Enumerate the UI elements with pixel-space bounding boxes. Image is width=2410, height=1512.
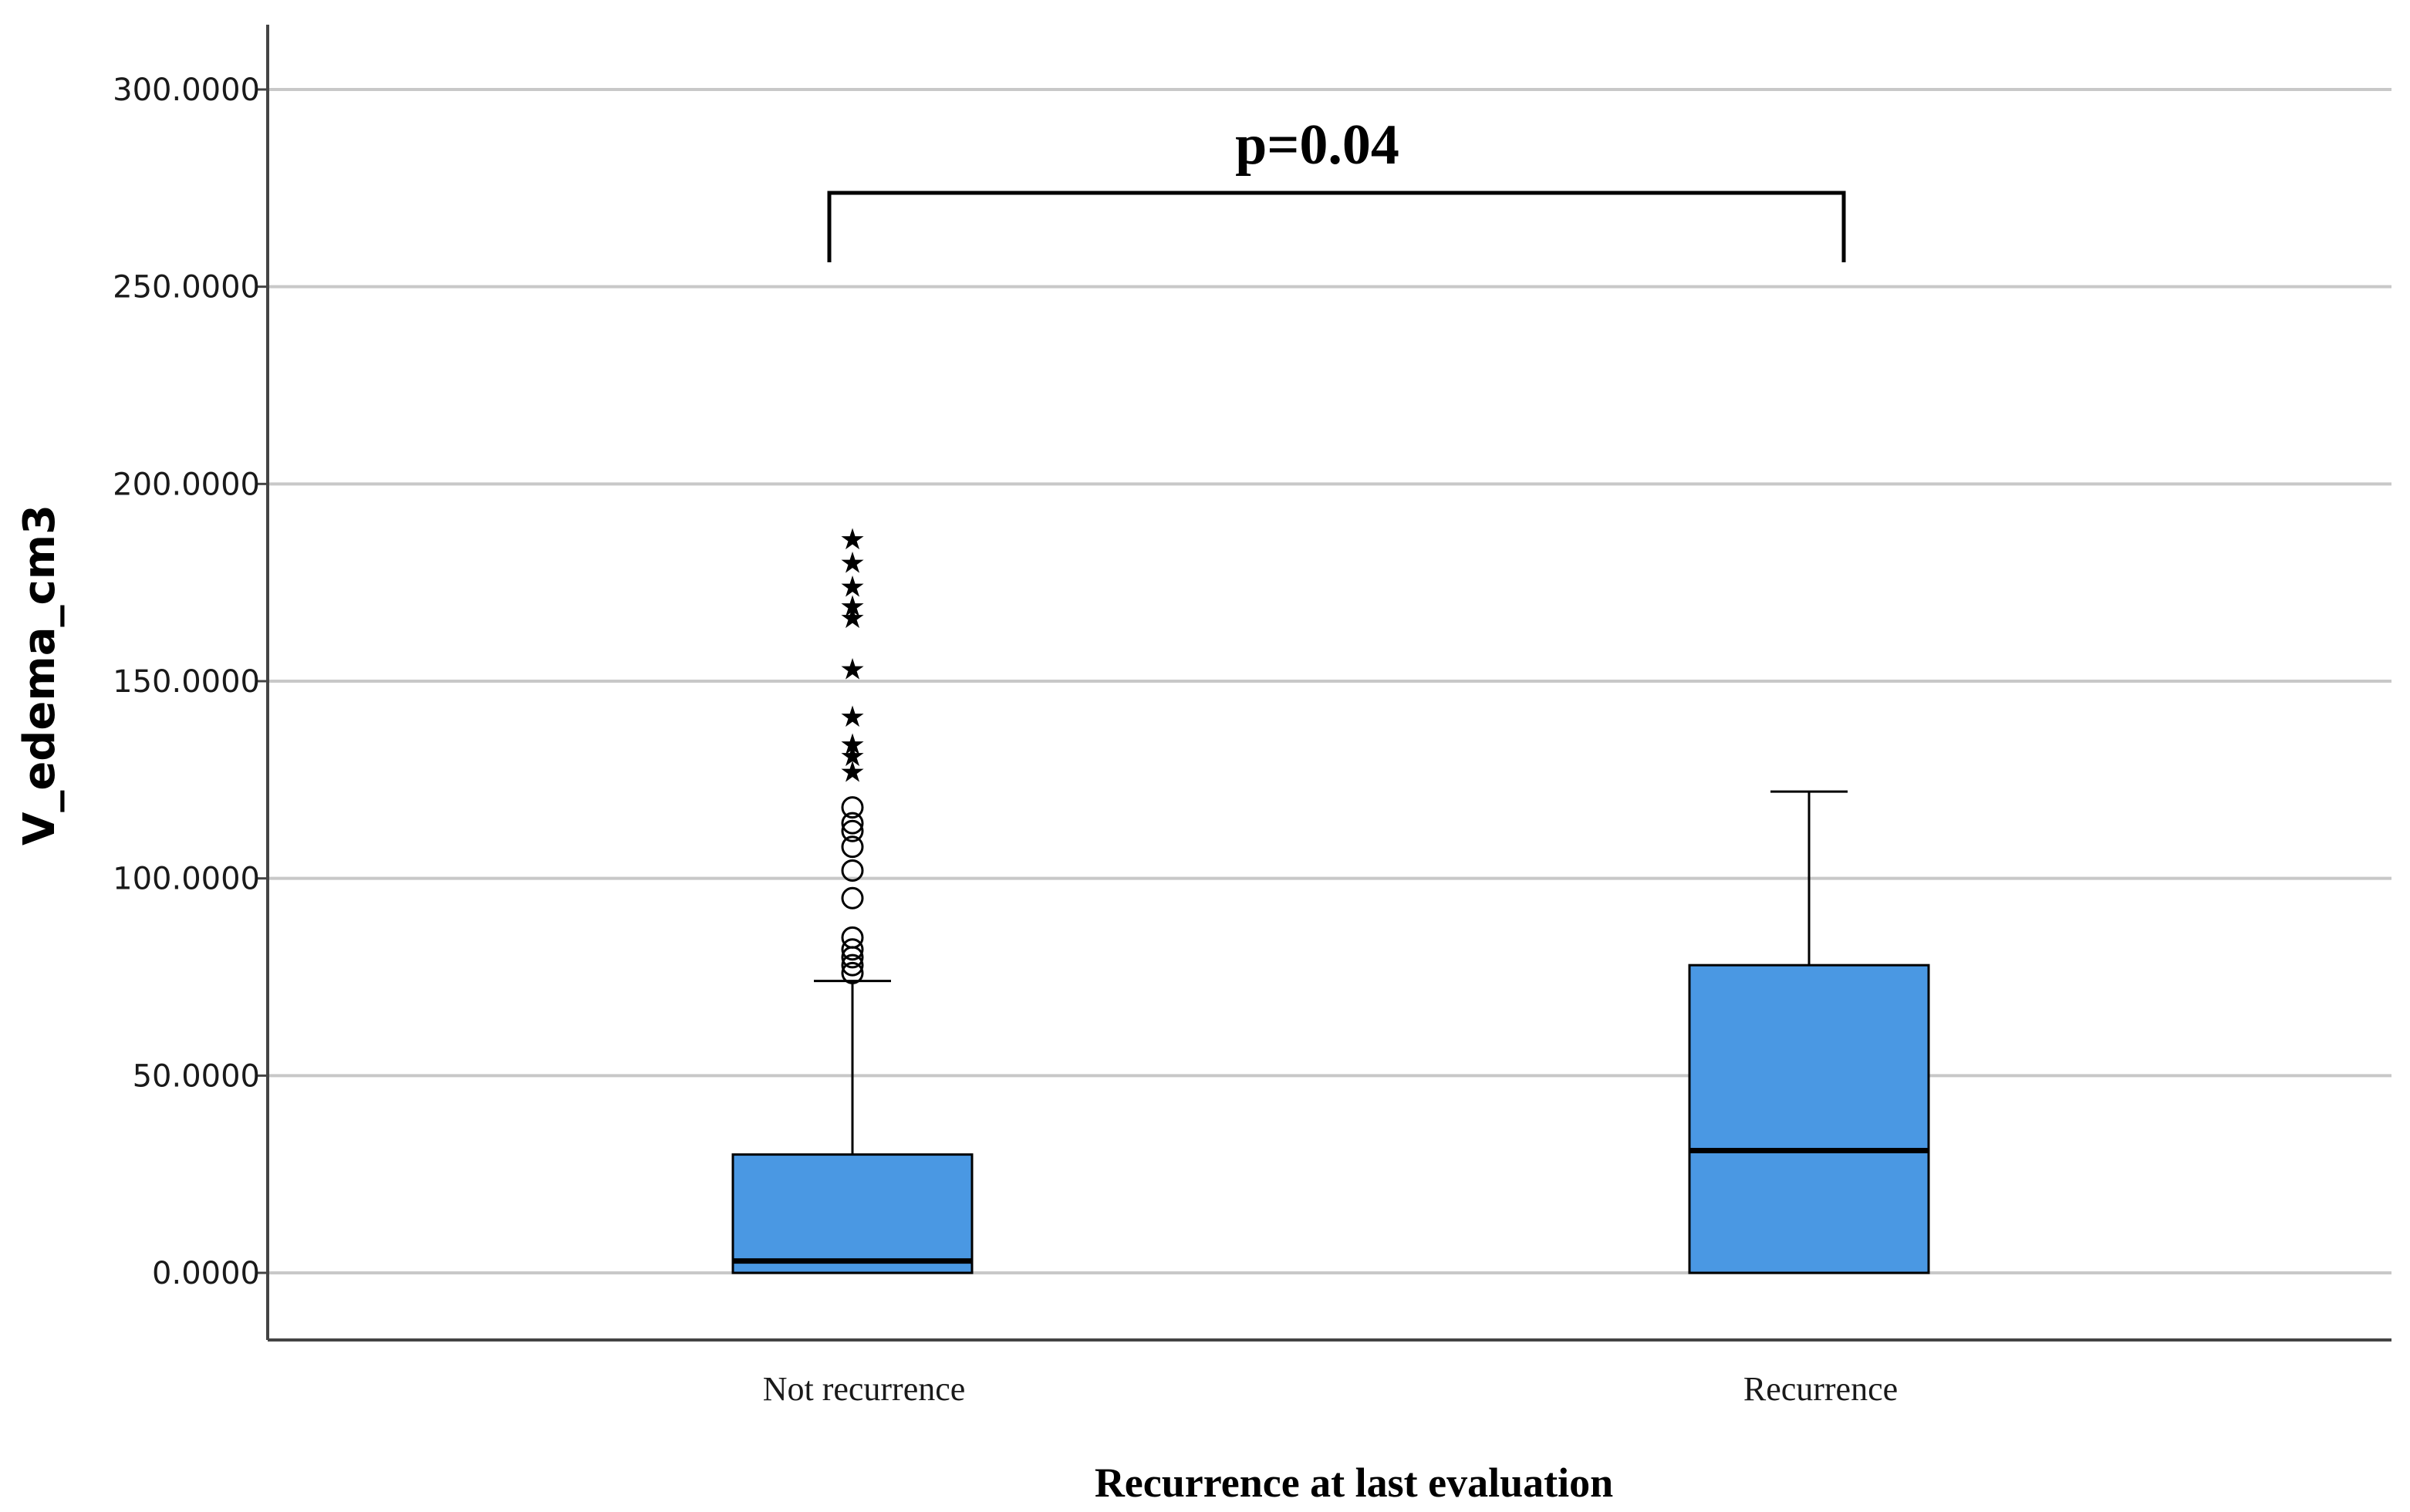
p-value-label: p=0.04 bbox=[1235, 113, 1399, 177]
category-labels: Not recurrence Recurrence bbox=[763, 1370, 1898, 1408]
outlier-circle bbox=[841, 859, 864, 882]
outlier-circle bbox=[841, 938, 864, 961]
category-label: Not recurrence bbox=[763, 1370, 966, 1408]
significance-bracket bbox=[827, 191, 1846, 262]
y-axis-title: V_edema_cm3 bbox=[15, 505, 65, 845]
y-tick-label: 150.0000 bbox=[113, 664, 260, 700]
outlier-star: ★ bbox=[839, 522, 866, 556]
gridlines bbox=[268, 88, 2391, 1274]
outlier-star: ★ bbox=[839, 739, 866, 773]
outlier-circle bbox=[841, 819, 864, 842]
outlier-circle bbox=[841, 953, 864, 977]
outlier-star: ★ bbox=[839, 601, 866, 635]
significance-annotation: p=0.04 bbox=[827, 113, 1846, 262]
outlier-circle bbox=[841, 886, 864, 910]
outlier-star: ★ bbox=[839, 653, 866, 687]
y-tick-label: 50.0000 bbox=[133, 1058, 260, 1094]
outlier-circle bbox=[841, 961, 864, 984]
outlier-circle bbox=[841, 835, 864, 859]
y-tick-label: 300.0000 bbox=[113, 73, 260, 108]
outlier-circle bbox=[841, 926, 864, 949]
y-tick-label: 250.0000 bbox=[113, 270, 260, 305]
boxes: ★★★★★★★★★★ bbox=[731, 522, 1930, 1274]
outlier-star: ★ bbox=[839, 589, 866, 623]
outlier-star: ★ bbox=[839, 700, 866, 734]
outlier-star: ★ bbox=[839, 569, 866, 603]
iqr-box bbox=[1688, 964, 1930, 1274]
outlier-circle bbox=[841, 796, 864, 819]
box-group bbox=[1688, 790, 1930, 1274]
y-tick-label: 200.0000 bbox=[113, 467, 260, 502]
outlier-star: ★ bbox=[839, 546, 866, 580]
box-group: ★★★★★★★★★★ bbox=[731, 522, 974, 1274]
category-label: Recurrence bbox=[1743, 1370, 1898, 1408]
outlier-star: ★ bbox=[839, 755, 866, 789]
outlier-circle bbox=[841, 812, 864, 835]
outlier-star: ★ bbox=[839, 727, 866, 761]
y-tick-labels: 0.0000 50.0000 100.0000 150.0000 200.0000 250… bbox=[113, 73, 268, 1291]
y-tick-label: 0.0000 bbox=[152, 1256, 260, 1291]
iqr-box bbox=[731, 1153, 974, 1274]
x-axis-title: Recurrence at last evaluation bbox=[1095, 1460, 1613, 1506]
y-tick-label: 100.0000 bbox=[113, 862, 260, 897]
